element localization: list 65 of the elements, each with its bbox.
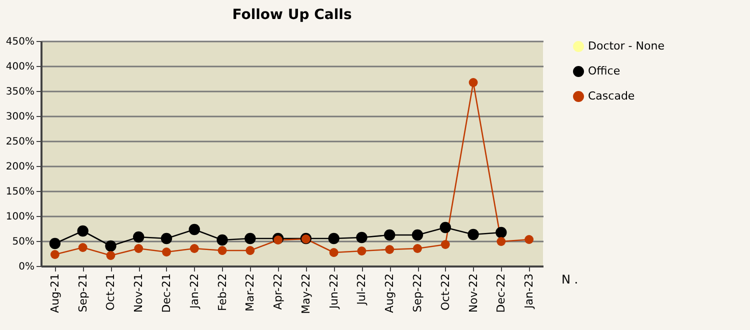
point <box>50 250 60 259</box>
point <box>440 240 450 249</box>
legend-label: Cascade <box>588 90 635 102</box>
point <box>133 231 144 243</box>
x-tick-label: Jan-23 <box>522 274 536 310</box>
y-tick-label: 200% <box>6 162 34 172</box>
x-tick-label: Sep-22 <box>411 274 424 312</box>
x-tick-label: Dec-22 <box>494 274 508 313</box>
x-tick-label: Feb-22 <box>216 274 229 311</box>
point <box>244 232 256 244</box>
x-tick-label: Nov-22 <box>466 274 480 313</box>
chart-title: Follow Up Calls <box>232 7 352 23</box>
point <box>329 248 338 257</box>
legend-label: Doctor - None <box>588 40 665 52</box>
point <box>216 234 228 246</box>
point <box>162 248 171 256</box>
point <box>328 232 340 244</box>
point <box>385 245 394 254</box>
y-tick-label: 0% <box>18 262 34 272</box>
x-tick-label: Apr-22 <box>272 274 285 310</box>
point <box>356 232 368 244</box>
point <box>440 222 451 234</box>
y-tick-label: 150% <box>6 186 34 198</box>
point <box>188 224 200 236</box>
x-tick-label: Jun-22 <box>327 274 340 310</box>
point <box>496 237 506 246</box>
point <box>218 246 227 255</box>
y-tick-label: 50% <box>12 236 34 248</box>
point <box>105 240 116 252</box>
x-axis-title: N . <box>562 272 578 286</box>
x-tick-label: Nov-21 <box>132 274 146 313</box>
y-tick-label: 450% <box>6 36 34 48</box>
x-tick-label: May-22 <box>299 274 312 314</box>
point <box>190 244 199 253</box>
point <box>77 225 88 237</box>
x-tick-label: Aug-22 <box>383 274 396 313</box>
y-tick-label: 350% <box>6 86 34 98</box>
x-tick-label: Jul-22 <box>355 274 368 306</box>
point <box>134 244 144 253</box>
point <box>106 251 116 260</box>
point <box>246 246 255 255</box>
x-tick-label: Jan-22 <box>188 274 201 310</box>
point <box>160 232 172 244</box>
point <box>468 228 479 240</box>
point <box>357 246 366 256</box>
point <box>412 229 424 241</box>
y-tick-label: 250% <box>6 136 34 148</box>
y-tick-label: 100% <box>6 212 34 222</box>
x-tick-label: Aug-21 <box>48 274 62 313</box>
point <box>496 226 507 238</box>
point <box>384 229 396 241</box>
x-tick-label: Oct-21 <box>104 274 118 310</box>
point <box>468 78 478 87</box>
point <box>78 243 88 252</box>
point <box>524 235 534 244</box>
x-tick-label: Oct-22 <box>438 274 452 310</box>
x-tick-label: Mar-22 <box>244 274 257 312</box>
y-tick-label: 300% <box>6 112 34 122</box>
point <box>49 238 61 250</box>
y-tick-label: 400% <box>6 62 34 72</box>
legend-label: Office <box>588 64 620 78</box>
point <box>274 236 283 244</box>
x-tick-label: Sep-21 <box>76 274 90 312</box>
point <box>413 244 422 253</box>
x-tick-label: Dec-21 <box>160 274 173 313</box>
